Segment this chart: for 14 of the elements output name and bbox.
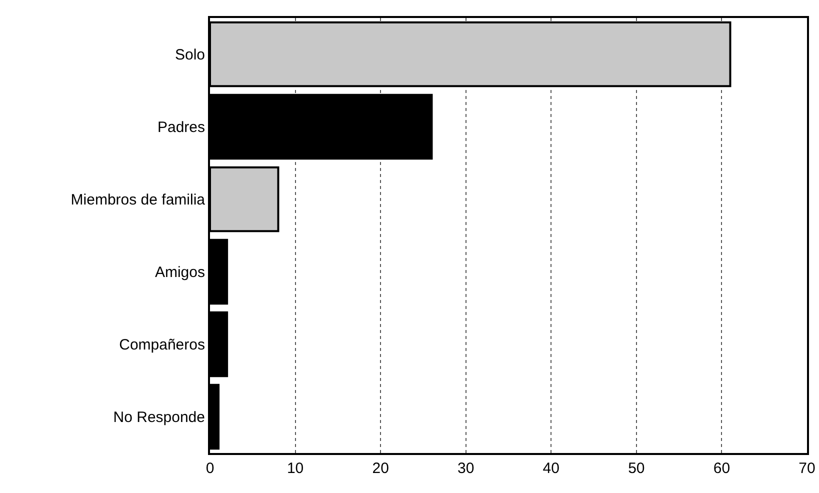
x-tick-label: 20	[372, 460, 389, 477]
x-tick-label: 50	[628, 460, 645, 477]
y-tick-label: Miembros de familia	[70, 192, 206, 208]
x-tick-label: 40	[542, 460, 560, 477]
y-tick-label: Padres	[157, 119, 205, 136]
y-tick-label: Solo	[174, 46, 205, 64]
x-tick-label: 0	[206, 460, 214, 477]
x-tick-label: 30	[458, 460, 474, 477]
y-tick-label: No Responde	[113, 409, 205, 426]
y-tick-label: Compañeros	[119, 336, 205, 354]
x-tick-label: 10	[286, 460, 304, 477]
x-tick-label: 60	[713, 460, 730, 477]
x-tick-label: 70	[798, 460, 816, 477]
y-tick-label: Amigos	[154, 264, 205, 281]
